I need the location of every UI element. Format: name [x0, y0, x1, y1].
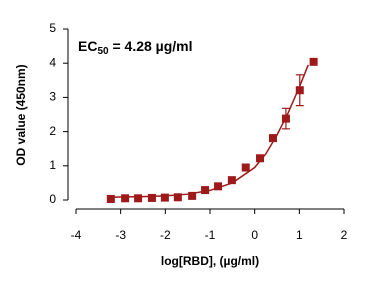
point [281, 114, 290, 123]
point [268, 134, 277, 143]
y-tick-label: 3 [49, 90, 56, 104]
point [106, 194, 115, 203]
point [201, 186, 210, 195]
x-tick-label: -2 [160, 228, 171, 242]
y-tick-label: 0 [49, 192, 56, 206]
x-axis-label: log[RBD], (µg/ml) [161, 254, 259, 268]
x-tick-label: -3 [115, 228, 126, 242]
point [295, 86, 304, 95]
annotation-text: EC [78, 38, 97, 54]
point [173, 193, 182, 202]
y-tick-label: 4 [49, 55, 56, 69]
point [256, 154, 265, 163]
point [309, 57, 318, 66]
y-tick-label: 1 [49, 158, 56, 172]
annotation-sub: 50 [97, 46, 109, 57]
point [241, 163, 250, 172]
point [121, 194, 130, 203]
y-tick-label: 2 [49, 124, 56, 138]
point [147, 193, 156, 202]
point [227, 176, 236, 185]
point [160, 193, 169, 202]
point [214, 182, 223, 191]
x-tick-label: 0 [251, 228, 258, 242]
point [134, 194, 143, 203]
y-axis-label: OD value (450nm) [14, 64, 28, 165]
fit-curve [107, 64, 309, 199]
x-tick-label: -4 [71, 228, 82, 242]
y-tick-label: 5 [49, 21, 56, 35]
point [188, 191, 197, 200]
x-tick-label: 1 [296, 228, 303, 242]
annotation: EC50 = 4.28 µg/ml [78, 38, 193, 57]
annotation-rest: = 4.28 µg/ml [109, 38, 193, 54]
x-tick-label: -1 [205, 228, 216, 242]
x-tick-label: 2 [341, 228, 348, 242]
